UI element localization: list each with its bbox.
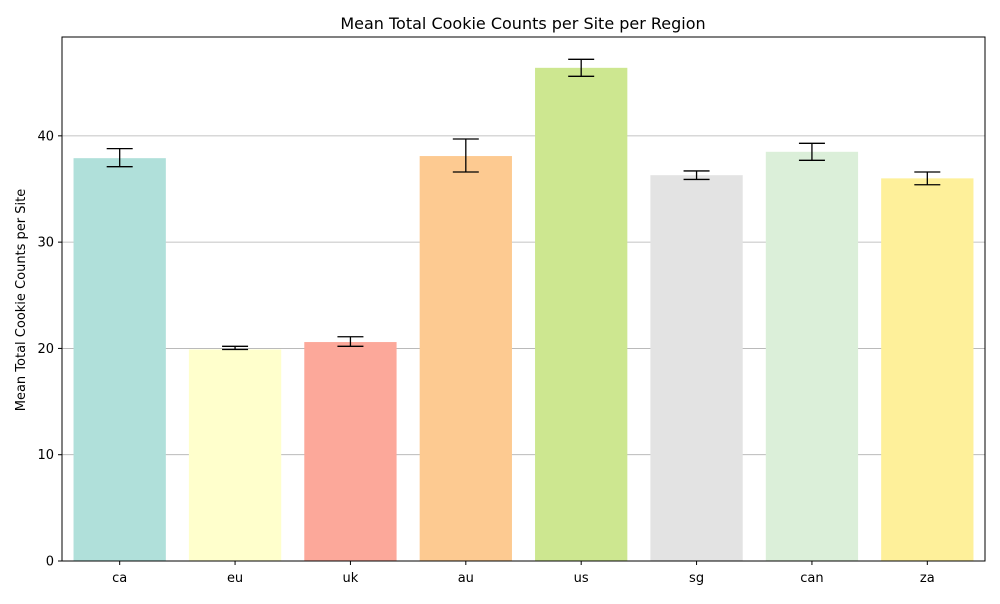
bar-can [765,151,859,561]
error-bar-au [452,138,479,173]
y-tick-label: 20 [37,342,54,357]
x-tick-label-uk: uk [343,571,359,586]
bar-us [535,67,628,561]
bar-uk [304,342,397,561]
x-tick-label-us: us [574,571,589,586]
error-bar-can [798,142,825,161]
y-axis-ticks: 0 10 20 30 40 [37,129,62,570]
bar-eu [188,349,282,561]
error-bar-za [914,171,941,186]
x-tick-label-za: za [920,571,935,586]
y-tick-label: 10 [37,448,54,463]
bar-za [881,178,974,561]
chart-title: Mean Total Cookie Counts per Site per Re… [340,14,705,33]
y-tick-label: 40 [37,129,54,144]
error-bar-sg [683,170,710,181]
y-axis-label: Mean Total Cookie Counts per Site [14,189,29,412]
plot-frame [61,36,986,562]
x-tick-label-can: can [800,571,823,586]
bar-ca [73,158,166,562]
error-bar-us [568,58,595,77]
bars [73,67,974,562]
error-bar-ca [106,147,133,168]
bar-sg [650,175,743,561]
error-bar-eu [222,345,249,351]
x-tick-label-sg: sg [689,571,704,586]
error-bars [106,58,941,351]
y-tick-label: 0 [46,555,54,570]
y-tick-label: 30 [37,236,54,251]
bar-au [419,156,512,561]
x-tick-label-ca: ca [112,571,127,586]
x-tick-label-eu: eu [227,571,243,586]
error-bar-uk [337,336,364,347]
x-axis-ticks: ca eu uk au us sg can za [112,561,935,586]
x-tick-label-au: au [458,571,474,586]
